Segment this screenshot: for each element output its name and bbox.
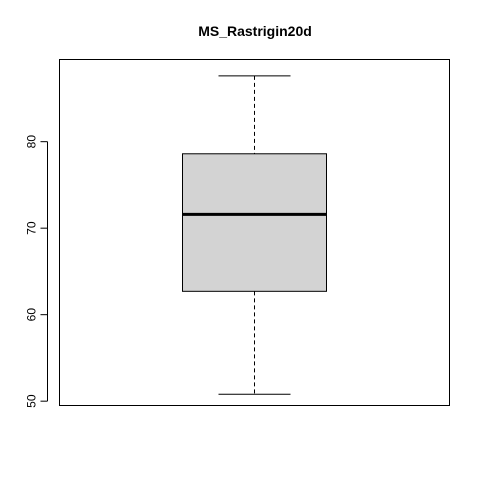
y-tick-label: 70 xyxy=(25,221,39,235)
y-axis: 50 60 70 80 xyxy=(25,135,48,408)
chart-title: MS_Rastrigin20d xyxy=(198,23,312,39)
iqr-box xyxy=(182,153,327,292)
plot-frame xyxy=(59,59,450,406)
y-tick-label: 80 xyxy=(25,135,39,149)
boxplot xyxy=(182,75,327,395)
y-tick-label: 50 xyxy=(25,394,39,408)
y-tick-label: 60 xyxy=(25,308,39,322)
